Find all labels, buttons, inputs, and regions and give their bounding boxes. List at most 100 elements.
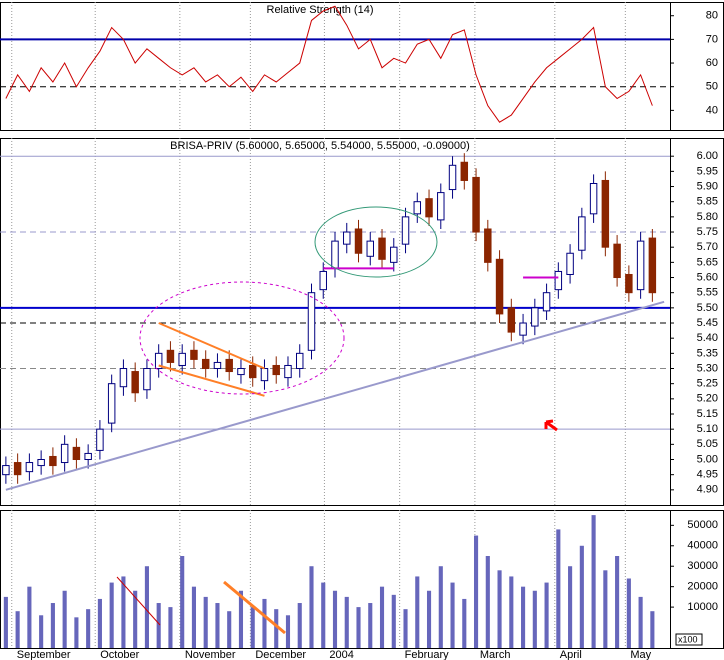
volume-bar bbox=[97, 598, 102, 648]
y-tick-label: 5.20 bbox=[697, 393, 718, 405]
candle-body bbox=[625, 273, 633, 294]
candle-body bbox=[343, 231, 351, 245]
volume-bar bbox=[368, 603, 373, 648]
y-tick-label: 50000 bbox=[687, 519, 718, 531]
candle-body bbox=[84, 452, 92, 461]
candle-body bbox=[413, 201, 422, 215]
x-tick-label: 2004 bbox=[329, 649, 353, 660]
candle-body bbox=[507, 307, 516, 333]
volume-bar bbox=[568, 566, 573, 648]
candle-body bbox=[260, 368, 269, 382]
candle-body bbox=[531, 307, 539, 327]
candle-body bbox=[237, 368, 245, 376]
chart-title: Relative Strength (14) bbox=[267, 4, 374, 16]
volume-bar bbox=[638, 596, 643, 648]
volume-bar bbox=[650, 611, 655, 648]
volume-bar bbox=[321, 582, 326, 648]
volume-bar bbox=[473, 535, 479, 648]
candle-body bbox=[154, 352, 163, 370]
candle-body bbox=[143, 368, 151, 391]
volume-bar bbox=[591, 515, 596, 648]
candle-body bbox=[13, 462, 22, 476]
y-tick-label: 4.95 bbox=[697, 469, 718, 481]
volume-bar bbox=[227, 611, 232, 648]
candle-body bbox=[613, 243, 621, 279]
y-tick-label: 5.95 bbox=[697, 165, 718, 177]
y-tick-label: 5.65 bbox=[697, 256, 718, 268]
volume-bar bbox=[191, 586, 197, 648]
y-tick-label: 5.35 bbox=[697, 347, 718, 359]
y-tick-label: 4.90 bbox=[697, 484, 718, 496]
volume-bar bbox=[285, 615, 291, 648]
trend-line bbox=[5, 300, 665, 491]
candle-body bbox=[566, 252, 574, 275]
volume-bar bbox=[426, 590, 432, 648]
candle-body bbox=[190, 349, 198, 360]
candle-body bbox=[636, 240, 645, 291]
volume-bar bbox=[86, 609, 91, 648]
volume-bar bbox=[379, 586, 385, 648]
volume-bar bbox=[532, 590, 537, 648]
volume-bar bbox=[438, 566, 443, 648]
candle-body bbox=[25, 462, 34, 473]
volume-bar bbox=[109, 582, 114, 648]
y-tick-label: 5.05 bbox=[697, 438, 718, 450]
volume-bar bbox=[462, 598, 467, 648]
x-tick-label: November bbox=[185, 649, 236, 660]
candle-body bbox=[484, 228, 492, 263]
y-tick-label: 5.60 bbox=[697, 271, 718, 283]
candle-body bbox=[648, 237, 657, 294]
candle-body bbox=[425, 198, 433, 218]
volume-bar bbox=[203, 596, 208, 648]
volume-bar bbox=[168, 607, 173, 648]
candle-body bbox=[2, 465, 10, 476]
candle-body bbox=[354, 228, 363, 254]
volume-bar bbox=[579, 545, 584, 648]
trend-line bbox=[158, 322, 265, 370]
volume-bar bbox=[415, 576, 420, 648]
candle-body bbox=[119, 368, 128, 388]
candle-body bbox=[272, 364, 280, 376]
candle-body bbox=[460, 161, 469, 181]
y-tick-label: 70 bbox=[706, 33, 718, 45]
candle-body bbox=[60, 443, 69, 464]
volume-bar bbox=[62, 590, 67, 648]
y-tick-label: 10000 bbox=[687, 601, 718, 613]
x-tick-label: December bbox=[255, 649, 306, 660]
volume-bar bbox=[50, 603, 55, 648]
y-tick-label: 5.15 bbox=[697, 408, 718, 420]
candle-body bbox=[401, 216, 410, 245]
candle-body bbox=[519, 322, 527, 336]
y-tick-label: 5.85 bbox=[697, 196, 718, 208]
y-tick-label: 5.70 bbox=[697, 241, 718, 253]
candle-body bbox=[37, 459, 45, 467]
candle-body bbox=[96, 428, 104, 451]
y-tick-label: 5.50 bbox=[697, 302, 718, 314]
candle-body bbox=[542, 292, 551, 312]
volume-bar bbox=[509, 576, 514, 648]
volume-bar bbox=[144, 566, 149, 648]
volume-annotation bbox=[116, 576, 161, 626]
y-tick-label: 80 bbox=[706, 10, 718, 22]
annotations bbox=[116, 206, 558, 635]
y-tick-label: 40 bbox=[706, 104, 718, 116]
volume-bar bbox=[215, 603, 220, 648]
candle-body bbox=[131, 371, 139, 394]
candle-body bbox=[49, 455, 57, 467]
y-tick-label: 5.00 bbox=[697, 453, 718, 465]
unit-label: x100 bbox=[678, 634, 698, 644]
candle-body bbox=[107, 383, 116, 424]
chart-title: BRISA-PRIV (5.60000, 5.65000, 5.54000, 5… bbox=[170, 140, 470, 152]
volume-bar bbox=[403, 609, 408, 648]
candle-body bbox=[225, 358, 233, 373]
candle-body bbox=[448, 164, 457, 191]
candle-body bbox=[495, 258, 504, 315]
volume-bar bbox=[27, 586, 32, 648]
candle-body bbox=[472, 176, 480, 233]
x-tick-label: September bbox=[17, 649, 71, 660]
candles bbox=[2, 153, 657, 484]
volume-bar bbox=[133, 590, 138, 648]
volume-bar bbox=[3, 596, 8, 648]
ellipse bbox=[139, 281, 345, 395]
